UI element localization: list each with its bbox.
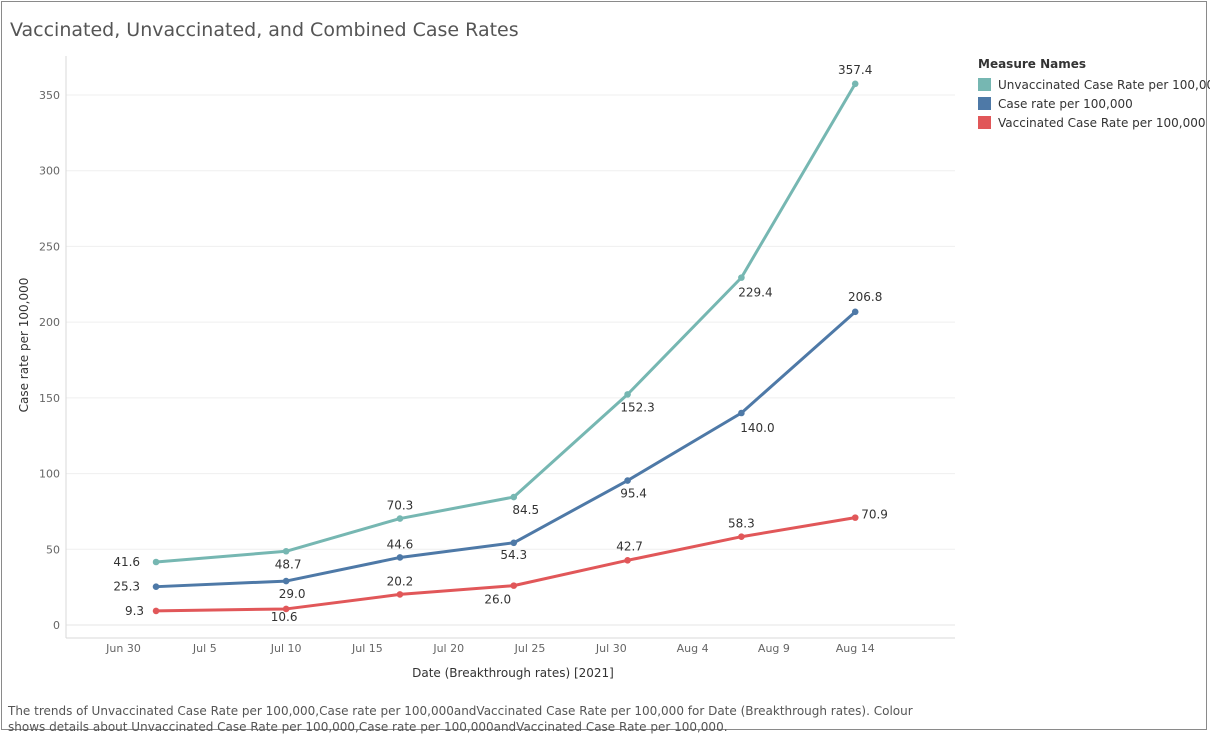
legend-item-combined[interactable]: Case rate per 100,000 bbox=[978, 94, 1210, 113]
data-label-vaccinated: 10.6 bbox=[271, 610, 298, 624]
legend-item-vaccinated[interactable]: Vaccinated Case Rate per 100,000 bbox=[978, 113, 1210, 132]
chart-caption: The trends of Unvaccinated Case Rate per… bbox=[8, 704, 913, 734]
y-tick-label: 100 bbox=[39, 468, 60, 481]
data-label-unvaccinated: 84.5 bbox=[512, 503, 539, 517]
data-point-combined bbox=[282, 577, 290, 585]
x-tick-label: Jul 10 bbox=[270, 642, 302, 655]
y-tick-label: 150 bbox=[39, 392, 60, 405]
x-tick-label: Aug 14 bbox=[836, 642, 875, 655]
legend: Measure Names Unvaccinated Case Rate per… bbox=[978, 57, 1210, 132]
x-axis-title: Date (Breakthrough rates) [2021] bbox=[412, 666, 614, 680]
x-tick-label: Jul 15 bbox=[351, 642, 383, 655]
y-tick-label: 200 bbox=[39, 316, 60, 329]
legend-item-unvaccinated[interactable]: Unvaccinated Case Rate per 100,000 bbox=[978, 75, 1210, 94]
x-tick-label: Aug 9 bbox=[758, 642, 790, 655]
data-point-unvaccinated bbox=[851, 80, 859, 88]
legend-label-unvaccinated: Unvaccinated Case Rate per 100,000 bbox=[998, 77, 1210, 92]
legend-swatch-vaccinated bbox=[978, 116, 991, 129]
data-label-combined: 140.0 bbox=[740, 421, 774, 435]
data-point-combined bbox=[851, 308, 859, 316]
data-point-vaccinated bbox=[396, 591, 404, 598]
data-point-vaccinated bbox=[624, 557, 631, 564]
y-tick-label: 300 bbox=[39, 165, 60, 178]
data-point-vaccinated bbox=[510, 582, 518, 589]
data-label-combined: 44.6 bbox=[387, 537, 414, 551]
data-point-combined bbox=[396, 554, 404, 561]
data-label-unvaccinated: 48.7 bbox=[275, 557, 302, 571]
data-label-vaccinated: 26.0 bbox=[484, 593, 511, 607]
data-label-vaccinated: 58.3 bbox=[728, 517, 755, 531]
legend-swatch-combined bbox=[978, 97, 991, 110]
data-point-unvaccinated bbox=[624, 391, 631, 398]
data-point-vaccinated bbox=[152, 607, 160, 615]
series-line-combined bbox=[154, 310, 857, 589]
data-point-unvaccinated bbox=[152, 558, 160, 566]
data-label-unvaccinated: 229.4 bbox=[738, 286, 772, 300]
y-axis-title: Case rate per 100,000 bbox=[17, 278, 31, 413]
data-label-unvaccinated: 357.4 bbox=[838, 63, 872, 77]
data-point-combined bbox=[738, 409, 745, 417]
legend-label-combined: Case rate per 100,000 bbox=[998, 96, 1133, 111]
data-label-vaccinated: 20.2 bbox=[387, 574, 414, 588]
data-point-combined bbox=[152, 583, 160, 590]
data-point-combined bbox=[624, 477, 631, 484]
data-label-vaccinated: 70.9 bbox=[861, 508, 888, 522]
y-tick-label: 0 bbox=[53, 619, 60, 632]
series-line-unvaccinated bbox=[154, 82, 857, 564]
data-label-combined: 29.0 bbox=[279, 587, 306, 601]
data-point-unvaccinated bbox=[396, 515, 404, 522]
legend-swatch-unvaccinated bbox=[978, 78, 991, 91]
x-tick-label: Jul 5 bbox=[192, 642, 217, 655]
data-point-unvaccinated bbox=[510, 493, 518, 501]
data-point-unvaccinated bbox=[738, 274, 745, 281]
legend-title: Measure Names bbox=[978, 57, 1087, 71]
data-point-vaccinated bbox=[851, 514, 859, 521]
data-label-combined: 206.8 bbox=[848, 290, 882, 304]
data-label-combined: 95.4 bbox=[620, 487, 647, 501]
data-label-vaccinated: 9.3 bbox=[125, 604, 144, 618]
y-tick-label: 350 bbox=[39, 89, 60, 102]
y-tick-label: 50 bbox=[46, 543, 60, 556]
data-label-vaccinated: 42.7 bbox=[616, 539, 643, 553]
data-label-combined: 54.3 bbox=[500, 548, 527, 562]
data-point-vaccinated bbox=[738, 533, 745, 541]
x-tick-label: Jul 30 bbox=[595, 642, 627, 655]
data-point-unvaccinated bbox=[282, 547, 290, 555]
data-point-combined bbox=[510, 539, 518, 547]
y-tick-label: 250 bbox=[39, 240, 60, 253]
x-tick-label: Jul 25 bbox=[514, 642, 546, 655]
data-point-vaccinated bbox=[282, 605, 290, 613]
legend-label-vaccinated: Vaccinated Case Rate per 100,000 bbox=[998, 115, 1206, 130]
x-tick-label: Jul 20 bbox=[432, 642, 464, 655]
data-label-unvaccinated: 152.3 bbox=[620, 400, 654, 414]
data-label-unvaccinated: 41.6 bbox=[113, 555, 140, 569]
data-label-combined: 25.3 bbox=[113, 580, 140, 594]
data-label-unvaccinated: 70.3 bbox=[387, 499, 414, 513]
x-tick-label: Jun 30 bbox=[105, 642, 141, 655]
x-tick-label: Aug 4 bbox=[677, 642, 709, 655]
chart-title: Vaccinated, Unvaccinated, and Combined C… bbox=[10, 19, 519, 41]
